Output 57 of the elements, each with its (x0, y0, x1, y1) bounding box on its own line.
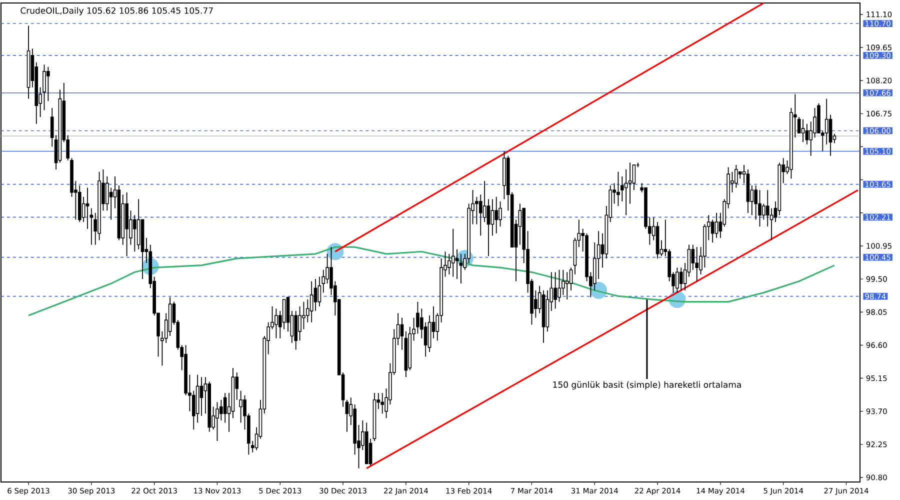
candlestick (274, 308, 278, 339)
annotation: 150 günlük basit (simple) hareketli ortalama (553, 381, 741, 390)
candlestick (486, 198, 490, 257)
candlestick (679, 267, 683, 291)
candlestick (801, 118, 805, 143)
candlestick (416, 301, 420, 334)
candlestick (90, 208, 94, 246)
candlestick (310, 280, 314, 323)
candlestick (518, 203, 522, 246)
candlestick (380, 392, 384, 414)
candlestick (490, 198, 494, 236)
candlestick (805, 123, 809, 145)
candlestick (109, 187, 113, 220)
candlestick (710, 219, 714, 243)
candlestick (314, 278, 318, 312)
candlestick (565, 272, 569, 300)
candlestick (632, 164, 636, 190)
candlestick (345, 399, 349, 432)
candlestick (318, 276, 322, 307)
candlestick (86, 187, 90, 230)
candlestick (459, 253, 463, 284)
candlestick (494, 196, 498, 234)
candlestick (282, 299, 286, 330)
candlestick (824, 98, 828, 145)
candlestick (554, 272, 557, 310)
candlestick (754, 185, 758, 220)
candlestick (628, 162, 632, 204)
candlestick (758, 190, 762, 227)
candlestick (616, 171, 620, 206)
candlestick (400, 317, 404, 350)
candlestick (424, 322, 428, 357)
chart-title: CrudeOIL,Daily 105.62 105.86 105.45 105.77 (20, 7, 213, 16)
candlestick (558, 269, 561, 302)
candlestick (302, 301, 306, 330)
candlestick (220, 399, 223, 421)
candlestick (695, 246, 699, 282)
candlestick (298, 306, 302, 342)
candlestick (691, 244, 695, 270)
candlestick (714, 212, 718, 238)
candlestick (451, 228, 455, 278)
candlestick (482, 180, 486, 222)
candlestick (762, 203, 766, 220)
candlestick (770, 208, 774, 241)
candlestick (828, 114, 832, 156)
candlestick (200, 376, 204, 416)
candlestick (133, 214, 136, 252)
candlestick (223, 392, 227, 424)
candlestick (676, 267, 679, 294)
candlestick (455, 248, 459, 280)
candlestick (734, 164, 738, 188)
candlestick (475, 196, 478, 225)
candlestick (46, 66, 50, 102)
candlestick (562, 269, 565, 296)
candlestick (569, 267, 573, 291)
candlestick (216, 402, 219, 442)
candlestick (82, 196, 86, 222)
candlestick (797, 116, 801, 134)
